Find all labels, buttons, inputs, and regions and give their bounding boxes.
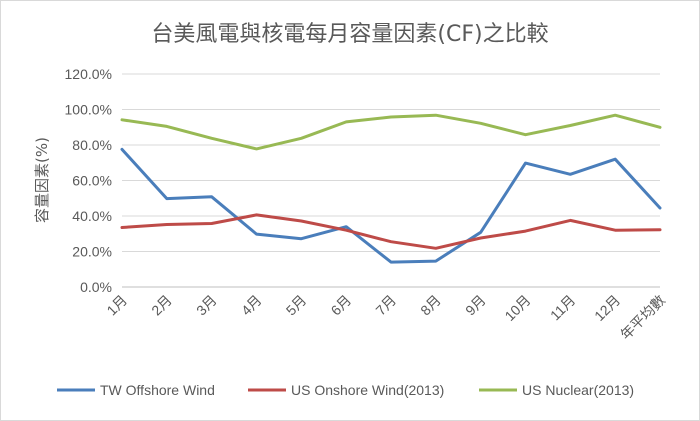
y-tick-labels: 0.0% 20.0% 40.0% 60.0% 80.0% 100.0% 120.0% xyxy=(65,66,112,295)
series-line-0 xyxy=(120,147,662,264)
series-line-1 xyxy=(120,213,662,250)
x-tick-label: 7月 xyxy=(372,292,399,319)
legend-label-2: US Nuclear(2013) xyxy=(522,382,634,398)
x-tick-label: 12月 xyxy=(591,292,623,324)
chart-title: 台美風電與核電每月容量因素(CF)之比較 xyxy=(151,22,548,47)
series-line-2 xyxy=(120,113,662,151)
y-tick-label: 40.0% xyxy=(72,208,112,224)
y-tick-label: 120.0% xyxy=(65,66,112,82)
y-tick-label: 100.0% xyxy=(65,102,112,118)
series-lines xyxy=(120,113,662,264)
x-tick-label: 1月 xyxy=(103,292,130,319)
x-tick-label: 2月 xyxy=(148,292,175,319)
y-tick-label: 80.0% xyxy=(72,137,112,153)
y-tick-label: 20.0% xyxy=(72,244,112,260)
x-tick-label: 8月 xyxy=(417,292,444,319)
x-tick-label: 11月 xyxy=(547,292,578,323)
x-tick-label: 10月 xyxy=(501,292,533,324)
x-tick-label: 5月 xyxy=(283,292,310,319)
y-axis-label: 容量因素(%) xyxy=(33,137,51,223)
legend-label-0: TW Offshore Wind xyxy=(100,382,215,398)
y-tick-label: 0.0% xyxy=(80,279,112,295)
x-tick-label: 3月 xyxy=(193,292,220,319)
x-tick-label: 年平均數 xyxy=(617,292,668,343)
gridlines xyxy=(122,73,660,288)
legend-label-1: US Onshore Wind(2013) xyxy=(291,382,444,398)
x-tick-label: 4月 xyxy=(238,292,265,319)
x-tick-label: 9月 xyxy=(462,292,489,319)
x-tick-label: 6月 xyxy=(328,292,355,319)
legend: TW Offshore Wind US Onshore Wind(2013) US … xyxy=(57,382,634,398)
y-tick-label: 60.0% xyxy=(72,173,112,189)
